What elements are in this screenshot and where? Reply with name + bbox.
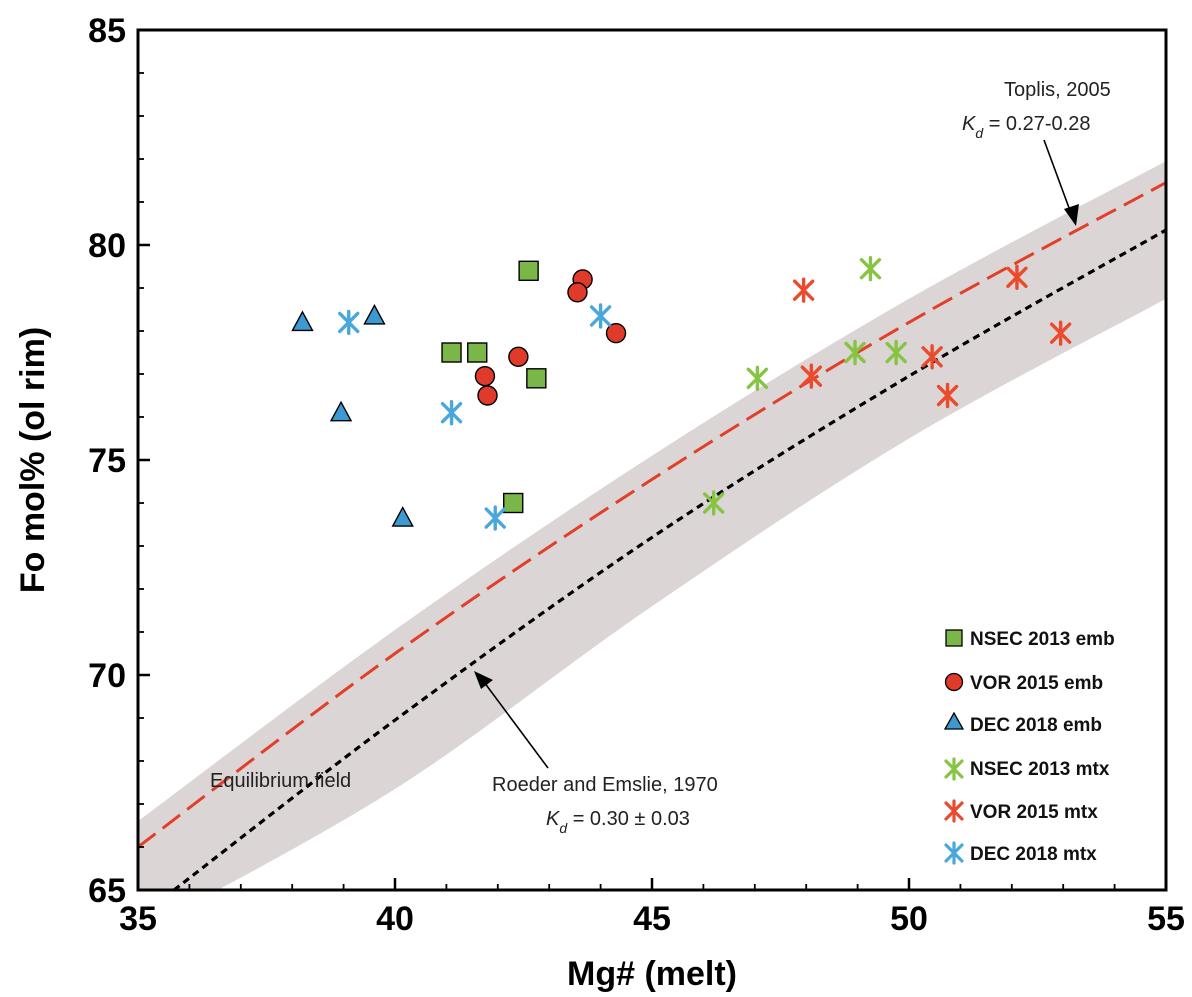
legend-marker-vor-emb: [944, 672, 964, 692]
toplis-arrow: [1043, 139, 1073, 217]
x-tick-label: 40: [376, 900, 414, 938]
y-tick-label: 75: [88, 442, 126, 480]
x-axis-title: Mg# (melt): [567, 955, 737, 993]
toplis-2005-curve: [138, 181, 1166, 849]
roeder-arrow: [483, 681, 549, 769]
y-tick-label: 80: [88, 227, 126, 265]
nsec-2013-emb-point: [441, 342, 462, 363]
roeder-label: Roeder and Emslie, 1970: [492, 774, 718, 796]
vor-2015-mtx-point: [921, 344, 943, 370]
vor-2015-mtx-point: [792, 277, 815, 303]
dec-2018-emb-point: [391, 506, 414, 527]
legend-marker-dec-emb: [943, 711, 965, 730]
legend-marker-dec-mtx: [944, 841, 964, 865]
toplis-arrow-head: [1064, 204, 1079, 226]
dec-2018-mtx-point: [589, 303, 612, 329]
dec-2018-mtx-point: [440, 400, 463, 426]
nsec-2013-emb-point: [503, 492, 524, 514]
vor-2015-mtx-point: [1006, 264, 1028, 290]
equilibrium-band-layer: [138, 161, 1166, 890]
vor-2015-mtx-point: [936, 382, 959, 409]
nsec-2013-emb-point: [518, 260, 539, 281]
x-tick-label: 55: [1147, 900, 1185, 938]
toplis-label: Toplis, 2005: [1004, 79, 1111, 101]
nsec-2013-emb-point: [526, 368, 547, 389]
nsec-2013-emb-point: [467, 342, 488, 363]
vor-2015-emb-point: [508, 346, 529, 367]
roeder-and-emslie-1970-curve: [173, 228, 1166, 890]
legend-label-vor-emb: VOR 2015 emb: [970, 673, 1103, 694]
vor-2015-emb-point: [567, 282, 588, 303]
y-axis-title: Fo mol% (ol rim): [14, 327, 52, 593]
vor-2015-emb-point: [605, 322, 627, 344]
axis-ticks-layer: 35 40 45 50 55 65 70 75 80 85: [88, 12, 1185, 938]
dec-2018-mtx-point: [484, 505, 506, 531]
dec-2018-emb-point: [329, 400, 353, 422]
legend-label-vor-mtx: VOR 2015 mtx: [970, 802, 1098, 823]
legend-label-nsec-emb: NSEC 2013 emb: [970, 629, 1115, 650]
y-tick-label: 70: [88, 657, 126, 695]
vor-2015-emb-point: [477, 385, 498, 406]
roeder-arrow-head: [474, 671, 493, 689]
equilibrium-field-label: Equilibrium field: [210, 770, 351, 792]
nsec-2013-mtx-point: [746, 365, 769, 391]
dec-2018-mtx-point: [338, 309, 360, 336]
toplis-kd-label: Kd = 0.27-0.28: [962, 113, 1090, 141]
dec-2018-emb-point: [363, 303, 386, 325]
plot-frame: [136, 28, 1168, 892]
data-points-layer: [291, 255, 1072, 531]
model-curves-layer: [138, 181, 1166, 890]
dec-2018-emb-point: [291, 310, 314, 332]
nsec-2013-mtx-point: [844, 339, 866, 366]
x-tick-label: 50: [890, 900, 928, 938]
x-tick-label: 35: [119, 900, 157, 938]
vor-2015-mtx-point: [800, 363, 823, 389]
legend-label-dec-emb: DEC 2018 emb: [970, 715, 1102, 736]
legend-marker-vor-mtx: [944, 799, 964, 823]
nsec-2013-mtx-point: [702, 490, 725, 516]
equilibrium-band: [138, 161, 1166, 890]
legend-marker-nsec-mtx: [944, 757, 964, 781]
y-tick-label: 65: [88, 872, 126, 910]
legend-label-nsec-mtx: NSEC 2013 mtx: [970, 759, 1110, 780]
legend-label-dec-mtx: DEC 2018 mtx: [970, 844, 1097, 865]
vor-2015-emb-point: [474, 365, 496, 387]
vor-2015-mtx-point: [1049, 320, 1072, 346]
legend: NSEC 2013 emb VOR 2015 emb DEC 2018 emb …: [943, 629, 1115, 865]
nsec-2013-mtx-point: [859, 255, 882, 282]
nsec-2013-mtx-point: [885, 339, 907, 366]
roeder-kd-label: Kd = 0.30 ± 0.03: [546, 808, 690, 836]
x-tick-label: 45: [633, 900, 671, 938]
legend-marker-nsec-emb: [945, 629, 963, 647]
y-tick-label: 85: [88, 12, 126, 50]
